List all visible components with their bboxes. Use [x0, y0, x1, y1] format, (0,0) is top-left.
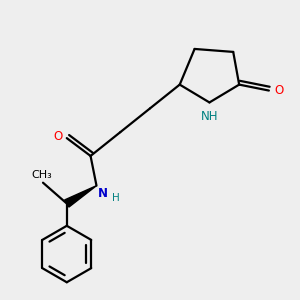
Text: O: O: [53, 130, 62, 143]
Text: CH₃: CH₃: [31, 170, 52, 180]
Text: H: H: [112, 193, 120, 203]
Text: NH: NH: [201, 110, 218, 124]
Text: O: O: [274, 84, 283, 97]
Polygon shape: [64, 186, 97, 207]
Text: N: N: [98, 187, 108, 200]
